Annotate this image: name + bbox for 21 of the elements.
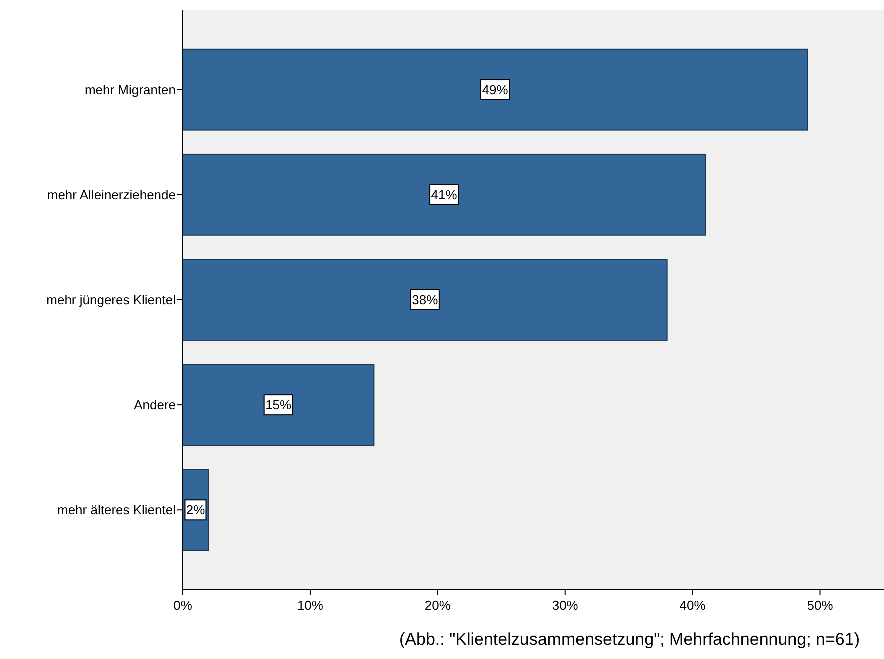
data-label: 49%: [482, 82, 509, 98]
y-tick-label: Andere: [134, 398, 176, 413]
y-tick-label: mehr Alleinerziehende: [47, 187, 176, 202]
bar: [182, 48, 808, 131]
x-tick-label: 0%: [174, 598, 193, 613]
x-tick-label: 10%: [297, 598, 324, 613]
y-tick-label: mehr älteres Klientel: [58, 502, 176, 518]
bar: [182, 154, 706, 236]
data-label: 38%: [412, 292, 439, 308]
bar: [182, 364, 375, 446]
x-tick-label: 40%: [680, 598, 706, 613]
x-tick-label: 50%: [807, 598, 834, 613]
x-tick-label: 20%: [424, 598, 452, 613]
data-label: 41%: [431, 187, 458, 202]
y-tick-label: mehr jüngeres Klientel: [46, 292, 176, 308]
data-label: 2%: [186, 502, 206, 518]
bar: [182, 259, 668, 341]
text: (Abb.: "Klientelzusammensetzung"; Mehrfachnennung; n=61): [400, 630, 860, 649]
x-tick-label: 30%: [552, 598, 579, 613]
y-tick-label: mehr Migranten: [84, 82, 176, 98]
data-label: 15%: [266, 398, 292, 413]
